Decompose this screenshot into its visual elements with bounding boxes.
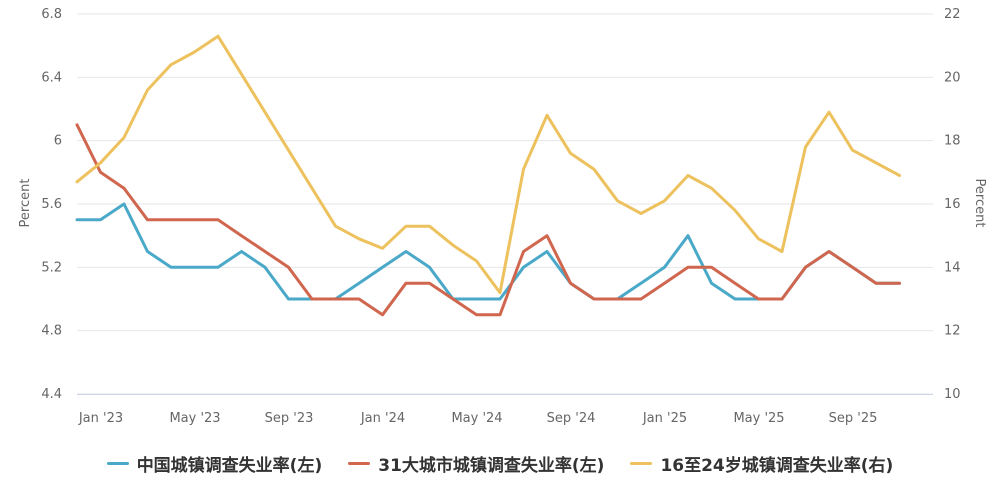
left-axis-ticks: 4.4 4.8 5.2 5.6 6 6.4 6.8 <box>41 7 62 402</box>
right-tick-label: 16 <box>944 197 961 212</box>
grid-lines <box>77 13 933 395</box>
series-line-1 <box>75 202 901 301</box>
right-tick-label: 22 <box>944 7 961 22</box>
x-tick-label: May '25 <box>733 411 784 426</box>
left-tick-label: 6.8 <box>41 7 62 22</box>
legend: 中国城镇调查失业率(左) 31大城市城镇调查失业率(左) 16至24岁城镇调查失业率… <box>0 446 1000 480</box>
right-tick-label: 14 <box>944 260 961 275</box>
x-tick-label: May '23 <box>169 411 220 426</box>
right-tick-label: 12 <box>944 324 961 339</box>
x-tick-label: Sep '24 <box>547 411 596 426</box>
legend-item-1[interactable]: 中国城镇调查失业率(左) <box>106 451 323 476</box>
legend-label: 31大城市城镇调查失业率(左) <box>378 455 605 476</box>
right-tick-label: 10 <box>944 387 961 402</box>
left-tick-label: 4.4 <box>41 387 62 402</box>
legend-item-2[interactable]: 31大城市城镇调查失业率(左) <box>348 451 604 476</box>
x-tick-label: Sep '23 <box>265 411 314 426</box>
left-tick-label: 4.8 <box>41 324 62 339</box>
left-tick-label: 5.6 <box>41 197 62 212</box>
series-line-3 <box>75 34 901 295</box>
x-tick-label: May '24 <box>451 411 502 426</box>
right-tick-label: 20 <box>944 70 961 85</box>
legend-label: 中国城镇调查失业率(左) <box>136 455 323 476</box>
legend-swatch <box>348 461 371 465</box>
left-tick-label: 5.2 <box>41 260 62 275</box>
left-axis-title: Percent <box>18 179 33 228</box>
series-lines <box>75 34 901 317</box>
right-axis-title: Percent <box>972 179 987 228</box>
left-tick-label: 6.4 <box>41 70 62 85</box>
x-tick-label: Jan '23 <box>78 411 123 426</box>
left-tick-label: 6 <box>54 134 62 149</box>
x-tick-label: Jan '25 <box>642 411 687 426</box>
right-tick-label: 18 <box>944 134 961 149</box>
x-tick-label: Sep '25 <box>829 411 878 426</box>
series-line-2 <box>75 123 901 317</box>
chart: 4.4 4.8 5.2 5.6 6 6.4 6.8 10 12 14 16 18 20 22 Jan '… <box>18 7 987 426</box>
legend-item-3[interactable]: 16至24岁城镇调查失业率(右) <box>630 451 893 476</box>
legend-swatch <box>630 461 653 465</box>
legend-label: 16至24岁城镇调查失业率(右) <box>660 455 894 476</box>
x-tick-label: Jan '24 <box>360 411 405 426</box>
right-axis-ticks: 10 12 14 16 18 20 22 <box>944 7 961 402</box>
x-axis-ticks: Jan '23 May '23 Sep '23 Jan '24 May '24 Sep '… <box>77 394 933 426</box>
legend-swatch <box>106 461 129 465</box>
